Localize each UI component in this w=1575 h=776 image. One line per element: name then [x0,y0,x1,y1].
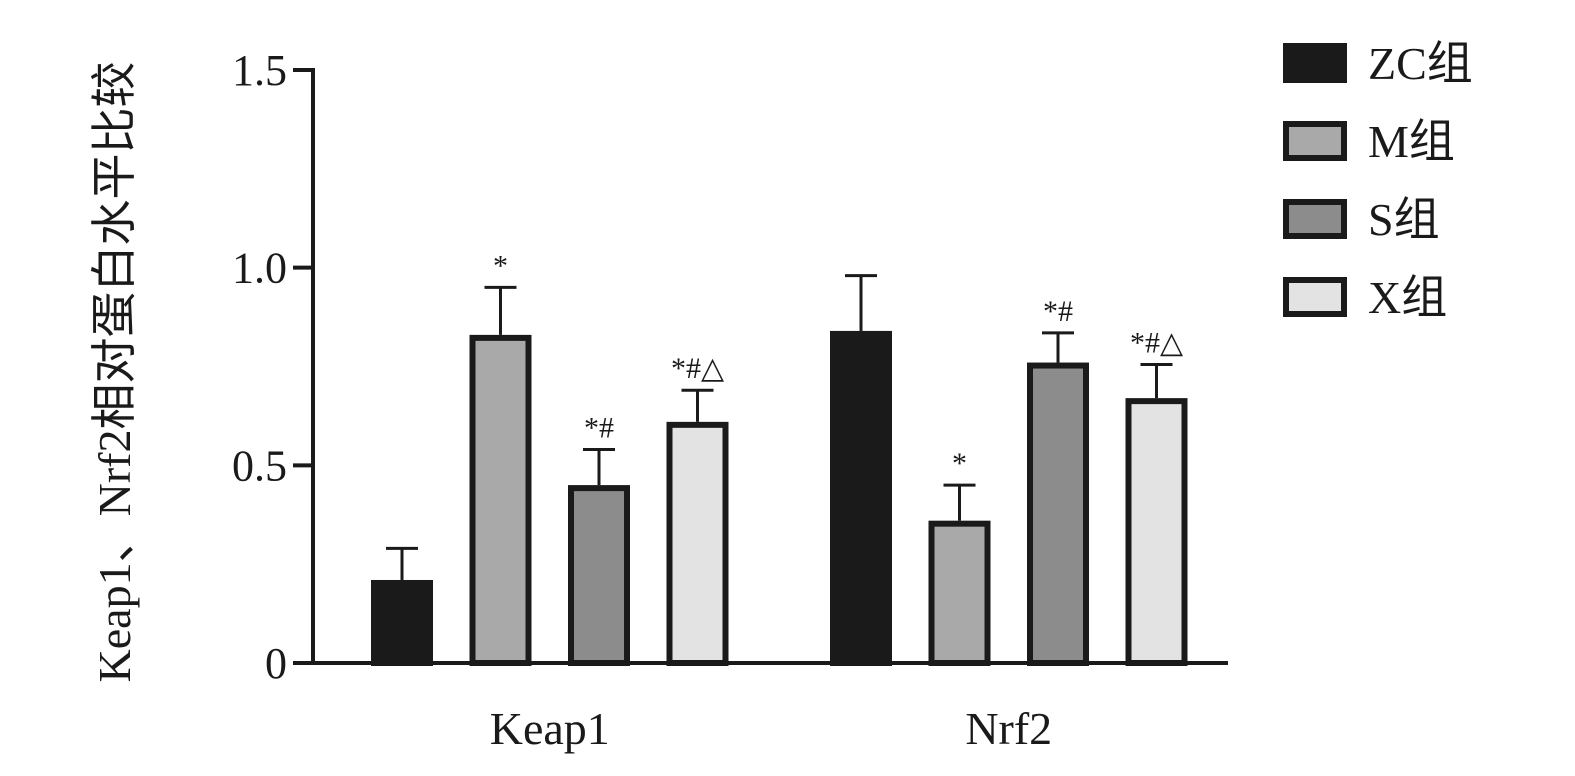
y-tick-label: 1.5 [232,46,287,95]
legend-label: S组 [1368,194,1440,245]
bars: * *# *#△ * *# *#△ [371,249,1188,667]
significance-label: *# [1043,295,1073,328]
legend-swatch [1283,43,1347,83]
bar [469,334,532,666]
bar [928,520,991,666]
significance-label: * [952,447,967,480]
legend-swatch [1283,277,1347,317]
axes: 0 0.5 1.0 1.5 Keap1 Nrf2 [232,46,1228,754]
y-tick-label: 1.0 [232,244,287,293]
bar [568,485,630,666]
y-tick-label: 0.5 [232,441,287,490]
bar [830,330,892,666]
significance-label: *#△ [671,352,724,385]
legend-label: M组 [1368,116,1455,167]
x-category-label: Nrf2 [965,703,1052,754]
legend-label: X组 [1368,272,1447,323]
legend-label: ZC组 [1368,38,1473,89]
legend: ZC组 M组 S组 X组 [1283,38,1473,323]
bar [1027,362,1089,666]
significance-label: * [493,249,508,282]
significance-label: *#△ [1130,327,1183,360]
y-axis-title: Keap1、Nrf2相对蛋白水平比较 [89,62,140,683]
legend-swatch [1283,199,1347,239]
bar [371,579,433,666]
significance-label: *# [584,412,614,445]
legend-swatch [1283,121,1347,161]
bar [1125,398,1188,666]
y-tick-label: 0 [265,639,287,688]
x-category-label: Keap1 [490,703,610,754]
bar [666,421,729,667]
